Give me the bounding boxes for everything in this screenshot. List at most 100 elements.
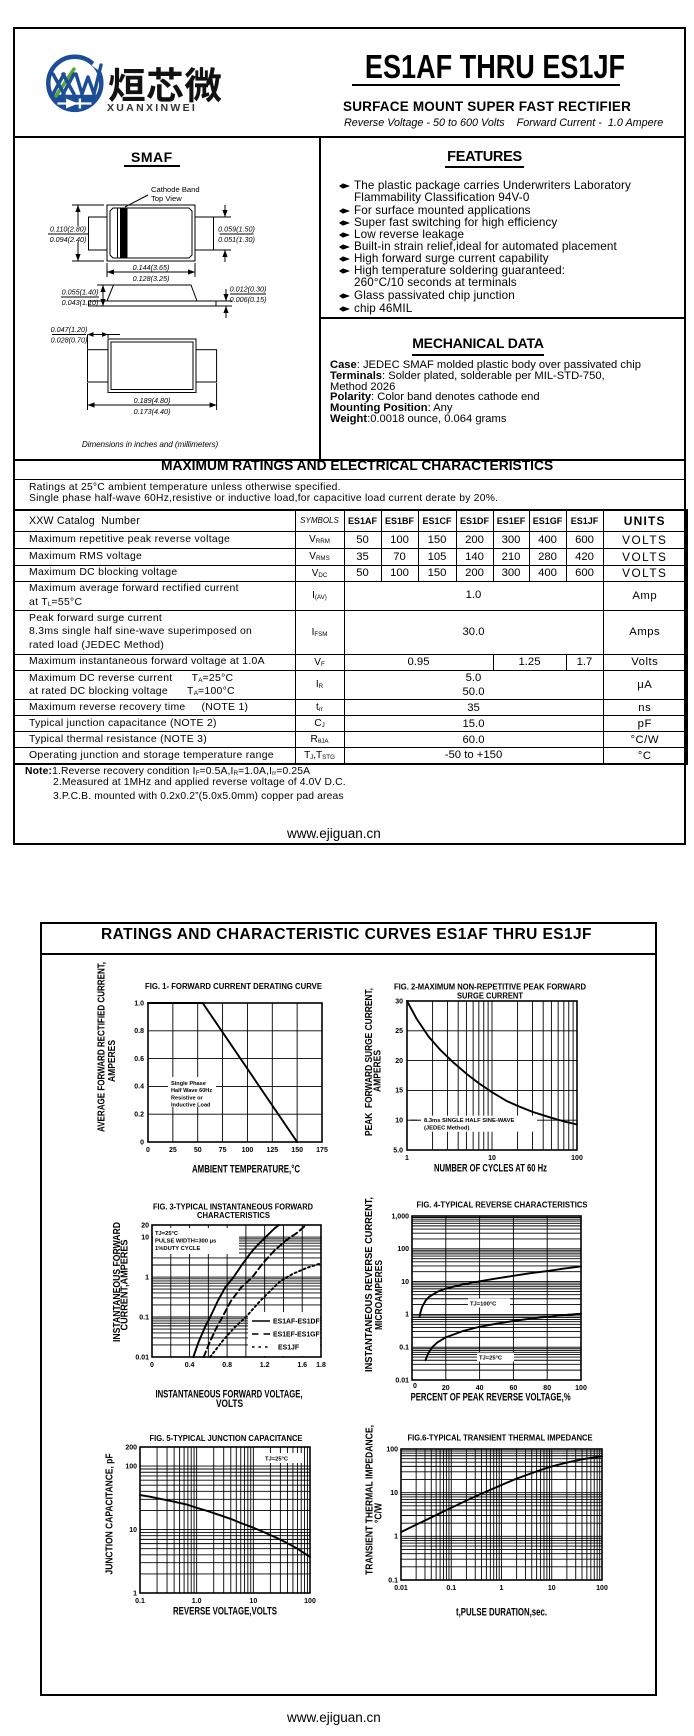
svg-text:TJ=25°C: TJ=25°C <box>479 1356 503 1362</box>
svg-text:0.4: 0.4 <box>185 1362 195 1369</box>
svg-text:50: 50 <box>194 1147 202 1154</box>
svg-text:0.4: 0.4 <box>134 1084 144 1091</box>
svg-text:°C/W: °C/W <box>373 1503 385 1523</box>
svg-text:ES1JF: ES1JF <box>278 1345 299 1352</box>
svg-text:40: 40 <box>476 1385 484 1392</box>
svg-text:1: 1 <box>145 1274 149 1281</box>
svg-text:INSTANTANEOUS FORWARD: INSTANTANEOUS FORWARD <box>111 1222 123 1342</box>
svg-text:AMPERES: AMPERES <box>106 1040 118 1082</box>
svg-text:0.1: 0.1 <box>399 1345 409 1352</box>
svg-text:0.144(3.65): 0.144(3.65) <box>133 263 170 272</box>
svg-text:75: 75 <box>219 1147 227 1154</box>
svg-text:175: 175 <box>316 1147 328 1154</box>
svg-text:ES1AF-ES1DF: ES1AF-ES1DF <box>273 1319 320 1326</box>
svg-text:INSTANTANEOUS REVERSE CURRENT,: INSTANTANEOUS REVERSE CURRENT, <box>363 1197 375 1372</box>
svg-text:AMPERES: AMPERES <box>372 1050 384 1092</box>
svg-text:0: 0 <box>146 1147 150 1154</box>
svg-text:Resistive or: Resistive or <box>171 1095 204 1101</box>
svg-text:100: 100 <box>575 1385 587 1392</box>
svg-text:NUMBER OF CYCLES AT 60 Hz: NUMBER OF CYCLES AT 60 Hz <box>434 1163 547 1175</box>
svg-text:10: 10 <box>129 1527 137 1534</box>
svg-text:CHARACTERISTICS: CHARACTERISTICS <box>197 1210 270 1220</box>
svg-text:0.01: 0.01 <box>135 1354 149 1361</box>
svg-text:0.2: 0.2 <box>134 1112 144 1119</box>
svg-text:0.1: 0.1 <box>446 1585 456 1592</box>
svg-text:0.1: 0.1 <box>139 1314 149 1321</box>
svg-text:0.028(0.70): 0.028(0.70) <box>51 336 88 345</box>
svg-text:FIG. 5-TYPICAL JUNCTION CAPACI: FIG. 5-TYPICAL JUNCTION CAPACITANCE <box>150 1433 303 1443</box>
svg-text:Top View: Top View <box>151 194 182 203</box>
svg-text:1: 1 <box>394 1534 398 1541</box>
svg-text:SURGE CURRENT: SURGE CURRENT <box>457 990 524 1000</box>
svg-text:0.094(2.40): 0.094(2.40) <box>50 235 87 244</box>
svg-text:0.1: 0.1 <box>135 1598 145 1605</box>
svg-text:Cathode Band: Cathode Band <box>151 185 200 194</box>
svg-text:25: 25 <box>395 1028 403 1035</box>
svg-text:100: 100 <box>596 1585 608 1592</box>
svg-text:1: 1 <box>500 1585 504 1592</box>
svg-text:1: 1 <box>133 1590 137 1597</box>
svg-text:(JEDEC Method): (JEDEC Method) <box>424 1126 469 1132</box>
svg-text:REVERSE VOLTAGE,VOLTS: REVERSE VOLTAGE,VOLTS <box>173 1606 277 1618</box>
svg-text:t,PULSE DURATION,sec.: t,PULSE DURATION,sec. <box>456 1607 547 1619</box>
svg-text:1: 1 <box>405 1312 409 1319</box>
svg-text:CURRENT,AMPERES: CURRENT,AMPERES <box>119 1240 131 1331</box>
svg-text:100: 100 <box>242 1147 254 1154</box>
svg-text:100: 100 <box>125 1463 137 1470</box>
svg-text:150: 150 <box>291 1147 303 1154</box>
svg-text:JUNCTION CAPACITANCE, pF: JUNCTION CAPACITANCE, pF <box>104 1453 116 1574</box>
svg-text:0.043(1.10): 0.043(1.10) <box>62 298 99 307</box>
svg-text:10: 10 <box>488 1155 496 1162</box>
svg-text:20: 20 <box>395 1058 403 1065</box>
svg-text:0.055(1.40): 0.055(1.40) <box>62 288 99 297</box>
svg-text:10: 10 <box>395 1118 403 1125</box>
svg-text:ES1EF-ES1GF: ES1EF-ES1GF <box>273 1332 320 1339</box>
svg-text:0.059(1.50): 0.059(1.50) <box>218 225 255 234</box>
svg-text:8.3ms SINGLE HALF SINE-WAVE: 8.3ms SINGLE HALF SINE-WAVE <box>424 1118 515 1124</box>
svg-text:PULSE WIDTH=300 μs: PULSE WIDTH=300 μs <box>155 1238 216 1244</box>
svg-text:AVERAGE FORWARD RECTIFIED CURR: AVERAGE FORWARD RECTIFIED CURRENT, <box>96 962 108 1132</box>
svg-text:5.0: 5.0 <box>393 1147 403 1154</box>
svg-text:0.110(2.80): 0.110(2.80) <box>50 225 86 234</box>
svg-text:0: 0 <box>140 1139 144 1146</box>
svg-text:0.051(1.30): 0.051(1.30) <box>218 235 255 244</box>
svg-text:100: 100 <box>304 1598 316 1605</box>
svg-text:FIG. 4-TYPICAL REVERSE CHARACT: FIG. 4-TYPICAL REVERSE CHARACTERISTICS <box>417 1200 588 1210</box>
svg-text:10: 10 <box>548 1585 556 1592</box>
svg-text:200: 200 <box>125 1444 137 1451</box>
svg-text:0.8: 0.8 <box>222 1362 232 1369</box>
svg-text:60: 60 <box>510 1385 518 1392</box>
svg-text:Inductive Load: Inductive Load <box>171 1103 211 1109</box>
svg-text:1.0: 1.0 <box>134 1000 144 1007</box>
svg-text:FIG.6-TYPICAL TRANSIENT THERMA: FIG.6-TYPICAL TRANSIENT THERMAL IMPEDANC… <box>408 1433 593 1443</box>
svg-text:20: 20 <box>442 1385 450 1392</box>
svg-text:FIG. 2-MAXIMUM NON-REPETITIVE: FIG. 2-MAXIMUM NON-REPETITIVE PEAK FORWA… <box>394 982 586 992</box>
svg-text:FIG. 3-TYPICAL INSTANTANEOUS F: FIG. 3-TYPICAL INSTANTANEOUS FORWARD <box>153 1202 313 1212</box>
svg-text:0.01: 0.01 <box>395 1377 409 1384</box>
svg-text:MICROAMPERES: MICROAMPERES <box>373 1260 385 1330</box>
svg-text:0.8: 0.8 <box>134 1028 144 1035</box>
svg-text:1.6: 1.6 <box>297 1362 307 1369</box>
svg-text:100: 100 <box>571 1155 583 1162</box>
svg-text:0: 0 <box>150 1362 154 1369</box>
svg-text:VOLTS: VOLTS <box>216 1398 243 1410</box>
svg-text:0.128(3.25): 0.128(3.25) <box>133 274 170 283</box>
svg-text:1.8: 1.8 <box>316 1362 326 1369</box>
svg-text:0.173(4.40): 0.173(4.40) <box>134 407 171 416</box>
svg-text:1,000: 1,000 <box>391 1213 409 1220</box>
svg-text:10: 10 <box>390 1490 398 1497</box>
svg-text:0.012(0.30): 0.012(0.30) <box>230 285 267 294</box>
svg-text:TRANSIENT THERMAL IMPEDANCE,: TRANSIENT THERMAL IMPEDANCE, <box>364 1425 376 1575</box>
svg-text:TJ=100°C: TJ=100°C <box>470 1302 497 1308</box>
svg-text:1%DUTY CYCLE: 1%DUTY CYCLE <box>155 1246 200 1252</box>
svg-text:0.189(4.80): 0.189(4.80) <box>134 396 171 405</box>
svg-text:100: 100 <box>397 1246 409 1253</box>
svg-text:INSTANTANEOUS FORWARD VOLTAGE,: INSTANTANEOUS FORWARD VOLTAGE, <box>156 1389 303 1401</box>
svg-text:0.6: 0.6 <box>134 1056 144 1063</box>
svg-text:10: 10 <box>141 1234 149 1241</box>
svg-text:TJ=25°C: TJ=25°C <box>265 1457 289 1463</box>
svg-text:0.006(0.15): 0.006(0.15) <box>230 295 267 304</box>
svg-text:0: 0 <box>413 1383 417 1390</box>
svg-text:FIG. 1- FORWARD CURRENT DERATI: FIG. 1- FORWARD CURRENT DERATING CURVE <box>145 981 322 991</box>
svg-text:30: 30 <box>395 998 403 1005</box>
